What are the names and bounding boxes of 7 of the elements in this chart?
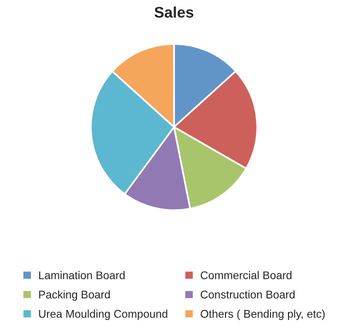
legend-label: Packing Board <box>39 290 110 301</box>
legend-label: Others ( Bending ply, etc) <box>200 310 325 320</box>
chart-title: Sales <box>154 6 194 18</box>
legend-label: Urea Moulding Compound <box>39 310 168 320</box>
legend-label: Lamination Board <box>39 271 125 280</box>
legend-label: Commercial Board <box>200 271 292 280</box>
legend-label: Construction Board <box>200 290 295 298</box>
